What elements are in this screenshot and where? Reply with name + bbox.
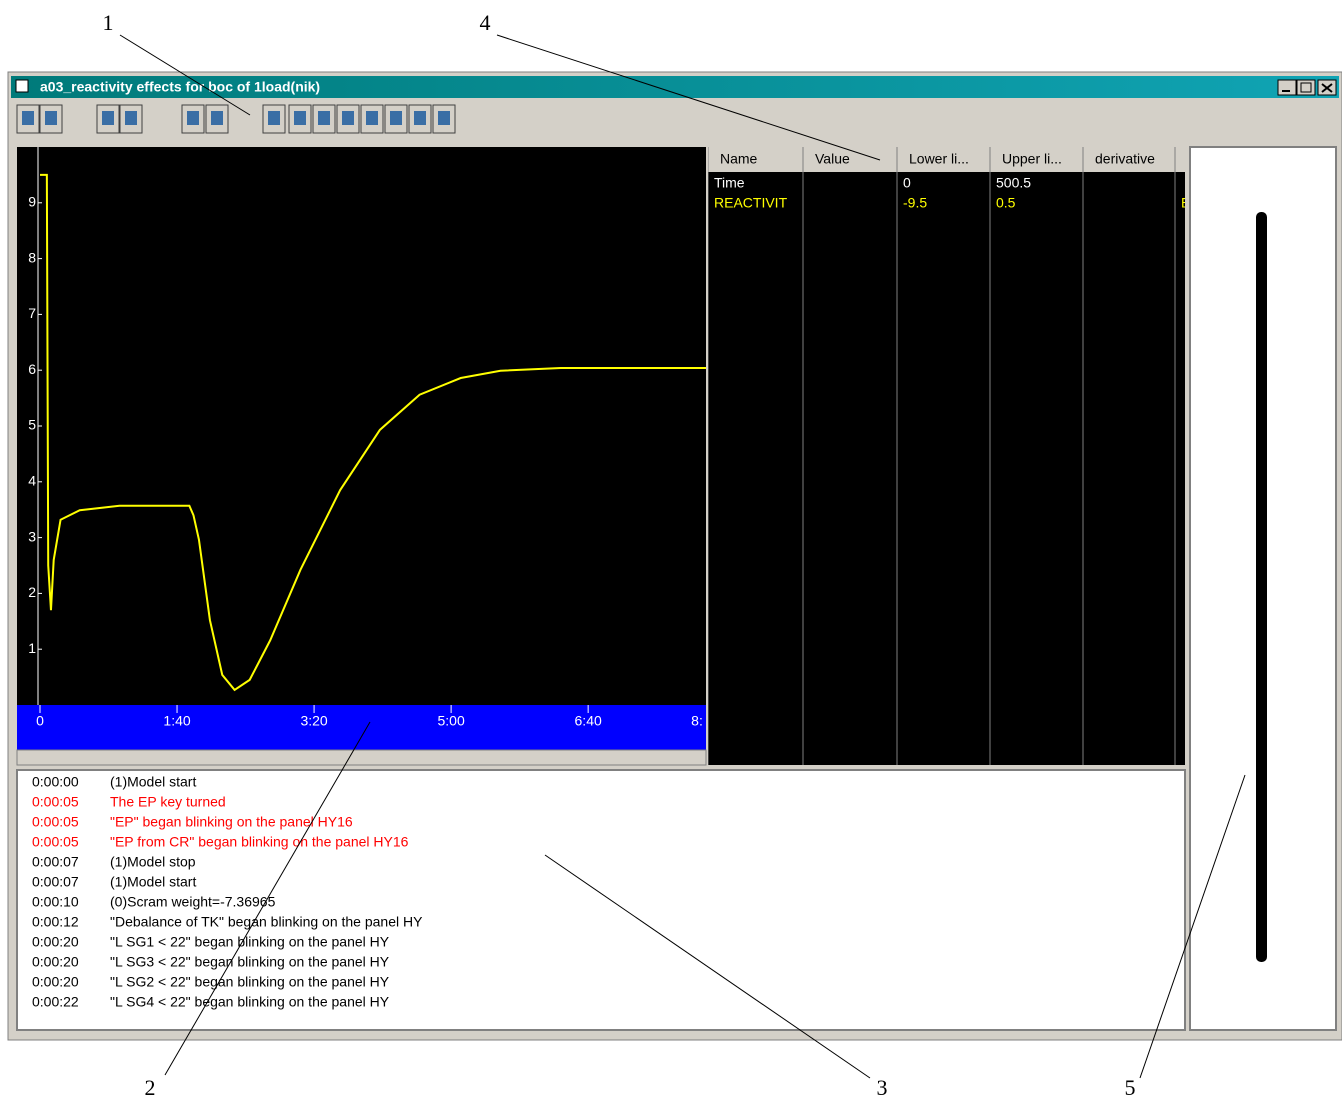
log-message: "L SG3 < 22" began blinking on the panel…: [110, 954, 390, 970]
toolbar-icon: [22, 111, 34, 125]
log-time: 0:00:12: [32, 914, 79, 930]
callout-number: 3: [877, 1075, 888, 1100]
table-cell: -9.5: [903, 195, 927, 211]
table-cell: Time: [714, 175, 745, 191]
log-message: "EP from CR" began blinking on the panel…: [110, 834, 409, 850]
screen: a03_reactivity effects for boc of 1load(…: [0, 0, 1342, 1104]
maximize-button[interactable]: [1297, 80, 1315, 95]
x-axis-bar: [17, 705, 706, 750]
app-icon: [16, 80, 28, 92]
toolbar-icon: [45, 111, 57, 125]
log-message: (1)Model start: [110, 874, 196, 890]
table-cell: REACTIVIT: [714, 195, 788, 211]
log-message: (0)Scram weight=-7.36965: [110, 894, 276, 910]
scrollbar[interactable]: [17, 750, 706, 765]
log-message: (1)Model start: [110, 774, 196, 790]
log-message: "L SG2 < 22" began blinking on the panel…: [110, 974, 390, 990]
log-time: 0:00:05: [32, 794, 79, 810]
toolbar-icon: [187, 111, 199, 125]
table-cell: 500.5: [996, 175, 1031, 191]
callout-number: 5: [1125, 1075, 1136, 1100]
log-time: 0:00:07: [32, 874, 79, 890]
window-controls: [1278, 80, 1336, 95]
toolbar-icon: [211, 111, 223, 125]
log-message: "L SG4 < 22" began blinking on the panel…: [110, 994, 390, 1010]
minimize-button[interactable]: [1278, 80, 1296, 95]
log-message: "Debalance of TK" began blinking on the …: [110, 914, 423, 930]
y-tick-label: 2: [28, 584, 36, 600]
toolbar-icon: [125, 111, 137, 125]
y-tick-label: 8: [28, 249, 36, 265]
y-tick-label: 1: [28, 640, 36, 656]
log-time: 0:00:05: [32, 814, 79, 830]
log-time: 0:00:20: [32, 974, 79, 990]
toolbar-icon: [102, 111, 114, 125]
x-tick-label: 5:00: [437, 713, 464, 729]
callout-number: 4: [480, 10, 491, 35]
log-message: "L SG1 < 22" began blinking on the panel…: [110, 934, 390, 950]
plot-area: [17, 147, 706, 705]
callout-number: 2: [145, 1075, 156, 1100]
y-tick-label: 4: [28, 473, 36, 489]
log-message: (1)Model stop: [110, 854, 196, 870]
toolbar-icon: [366, 111, 378, 125]
toolbar-icon: [294, 111, 306, 125]
x-tick-label: 0: [36, 713, 44, 729]
x-tick-label: 8:: [691, 713, 703, 729]
log-message: The EP key turned: [110, 794, 226, 810]
table-cell: 0.5: [996, 195, 1016, 211]
log-time: 0:00:22: [32, 994, 79, 1010]
x-tick-label: 3:20: [300, 713, 327, 729]
column-header: Upper li...: [1002, 151, 1062, 167]
log-time: 0:00:05: [32, 834, 79, 850]
toolbar-icon: [342, 111, 354, 125]
x-tick-label: 1:40: [163, 713, 190, 729]
column-header: Value: [815, 151, 850, 167]
column-header: Lower li...: [909, 151, 969, 167]
toolbar-icon: [268, 111, 280, 125]
y-tick-label: 9: [28, 194, 36, 210]
log-time: 0:00:10: [32, 894, 79, 910]
y-tick-label: 3: [28, 528, 36, 544]
toolbar-icon: [390, 111, 402, 125]
log-time: 0:00:20: [32, 934, 79, 950]
log-time: 0:00:00: [32, 774, 79, 790]
x-tick-label: 6:40: [575, 713, 602, 729]
variable-table: [708, 147, 1185, 765]
level-bar: [1256, 212, 1267, 962]
y-tick-label: 7: [28, 305, 36, 321]
toolbar-icon: [414, 111, 426, 125]
callout-number: 1: [103, 10, 114, 35]
toolbar-icon: [318, 111, 330, 125]
window-title: a03_reactivity effects for boc of 1load(…: [40, 79, 320, 95]
log-message: "EP" began blinking on the panel HY16: [110, 814, 353, 830]
column-header: Name: [720, 151, 758, 167]
column-header: derivative: [1095, 151, 1155, 167]
toolbar-icon: [438, 111, 450, 125]
y-tick-label: 6: [28, 361, 36, 377]
table-cell: 0: [903, 175, 911, 191]
log-time: 0:00:07: [32, 854, 79, 870]
log-time: 0:00:20: [32, 954, 79, 970]
y-tick-label: 5: [28, 417, 36, 433]
